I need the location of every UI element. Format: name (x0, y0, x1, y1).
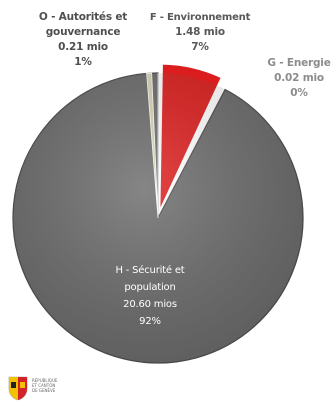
slice-label-autorites: O - Autorités et gouvernance 0.21 mio 1% (28, 10, 138, 70)
label-securite-name-2: population (124, 282, 176, 293)
label-energie-name: G - Energie (267, 57, 331, 69)
logo-line-1: RÉPUBLIQUE (32, 378, 58, 383)
label-energie-percent: 0% (290, 87, 308, 99)
label-autorites-amount: 0.21 mio (58, 41, 108, 53)
label-energie-amount: 0.02 mio (274, 72, 324, 84)
geneva-coat-of-arms-icon (8, 376, 28, 401)
logo-line-3: DE GENÈVE (32, 388, 56, 393)
logo-line-2: ET CANTON (32, 383, 56, 388)
label-securite-percent: 92% (139, 316, 161, 327)
label-autorites-percent: 1% (74, 56, 92, 68)
label-environnement-percent: 7% (191, 41, 209, 53)
slice-label-environnement: F - Environnement 1.48 mio 7% (145, 10, 255, 55)
label-autorites-name-2: gouvernance (45, 26, 121, 38)
slice-label-securite: H - Sécurité et population 20.60 mios 92… (90, 262, 210, 330)
label-environnement-amount: 1.48 mio (175, 26, 225, 38)
label-environnement-name: F - Environnement (149, 12, 251, 23)
geneva-logo: RÉPUBLIQUE ET CANTON DE GENÈVE (6, 374, 68, 404)
label-securite-name-1: H - Sécurité et (115, 265, 185, 276)
label-autorites-name-1: O - Autorités et (38, 11, 128, 23)
logo-text: RÉPUBLIQUE ET CANTON DE GENÈVE (32, 378, 66, 393)
label-securite-amount: 20.60 mios (123, 299, 177, 310)
slice-label-energie: G - Energie 0.02 mio 0% (262, 56, 335, 101)
